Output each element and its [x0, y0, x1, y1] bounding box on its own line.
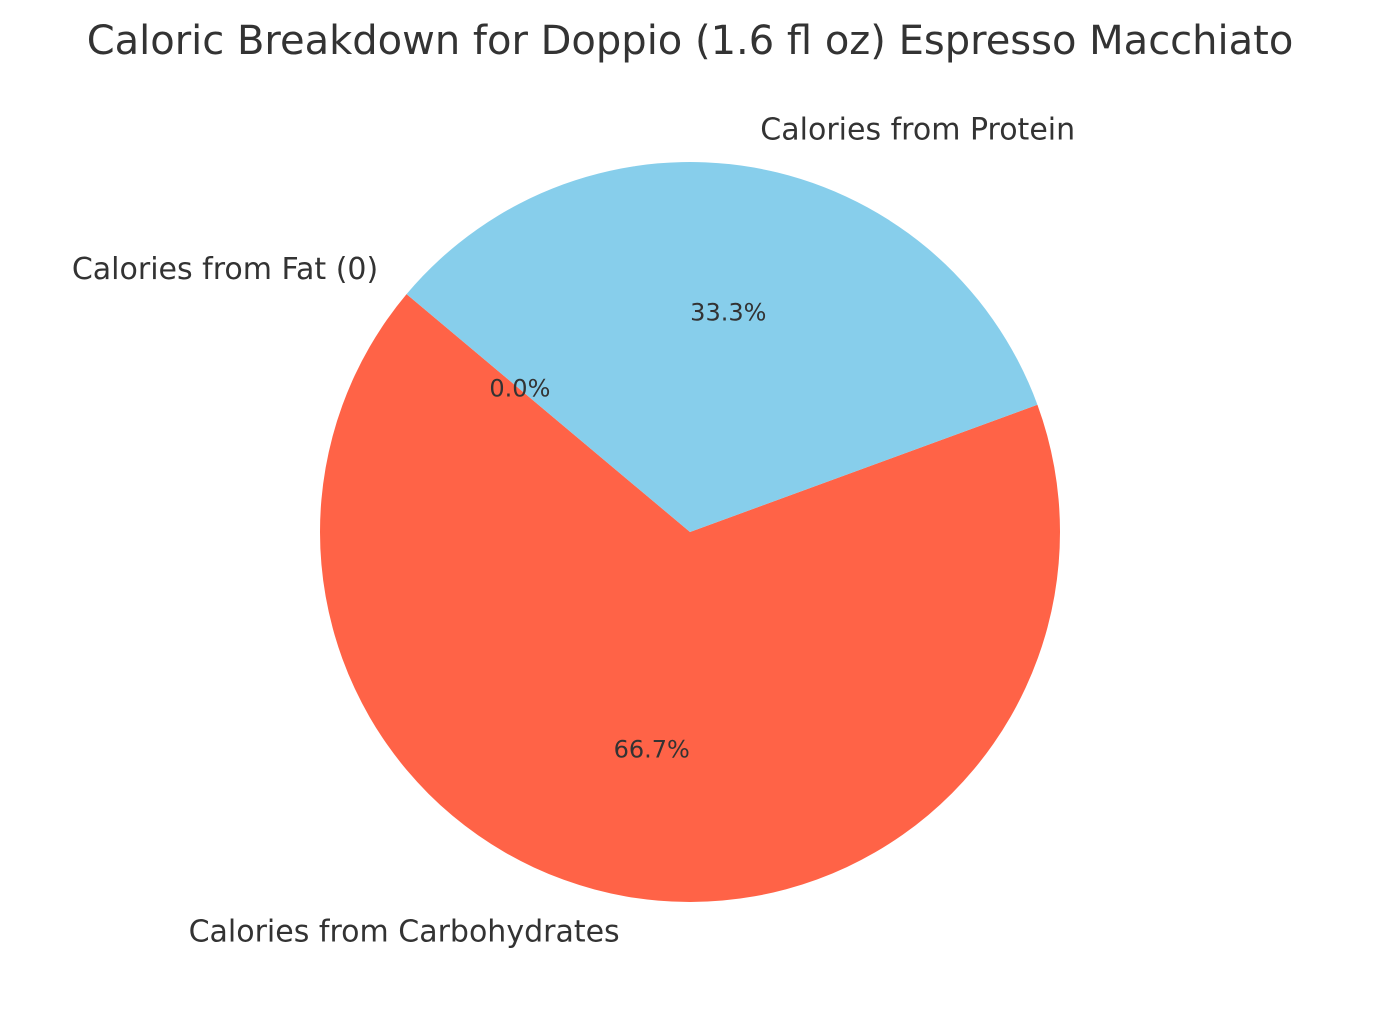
slice-label-calories-from-carbohydrates: Calories from Carbohydrates — [189, 914, 620, 949]
pie-slice-calories-from-protein — [406, 161, 1038, 532]
percent-label-calories-from-fat: 0.0% — [489, 374, 550, 402]
percent-label-calories-from-carbohydrates: 66.7% — [614, 736, 690, 764]
chart-title: Caloric Breakdown for Doppio (1.6 fl oz)… — [87, 18, 1294, 64]
slice-label-calories-from-fat: Calories from Fat (0) — [72, 252, 378, 287]
pie-slice-calories-from-carbohydrates — [320, 294, 1061, 902]
percent-label-calories-from-protein: 33.3% — [690, 298, 766, 326]
pie-slices — [320, 161, 1061, 902]
pie-labels: Calories from Fat (0) 0.0% Calories from C… — [72, 113, 1075, 950]
slice-label-calories-from-protein: Calories from Protein — [760, 113, 1075, 148]
